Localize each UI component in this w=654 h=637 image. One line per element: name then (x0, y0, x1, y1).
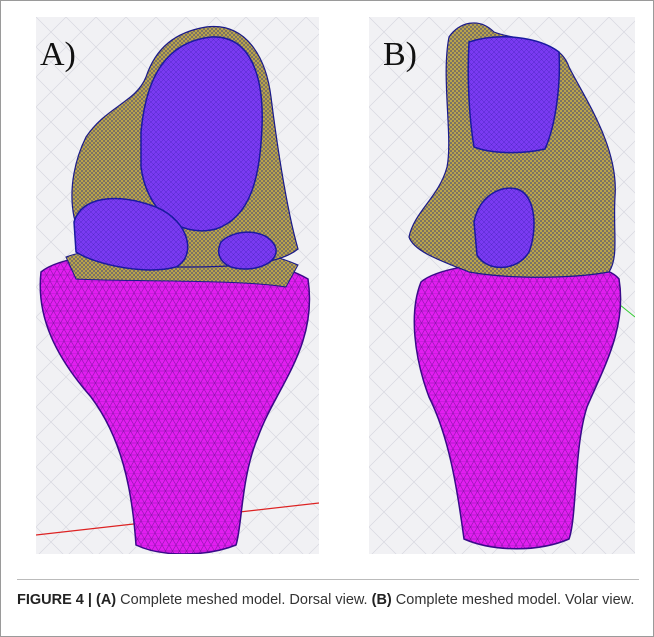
panel-b: B) (369, 17, 635, 554)
caption-text: Complete meshed model. Dorsal view. (120, 592, 367, 608)
caption-rule (17, 579, 639, 580)
caption: FIGURE 4 | (A) Complete meshed model. Do… (17, 589, 642, 611)
panel-label: A) (40, 36, 76, 73)
panel-ref: (B) (372, 592, 392, 608)
panel-ref: (A) (96, 592, 116, 608)
figure-label: FIGURE 4 | (17, 592, 92, 608)
caption-text: Complete meshed model. Volar view. (396, 592, 635, 608)
figure: A) B) FIGURE 4 | (A) Complete meshed mod… (0, 0, 654, 637)
panel-label: B) (383, 36, 417, 73)
panel-a: A) (36, 17, 319, 554)
